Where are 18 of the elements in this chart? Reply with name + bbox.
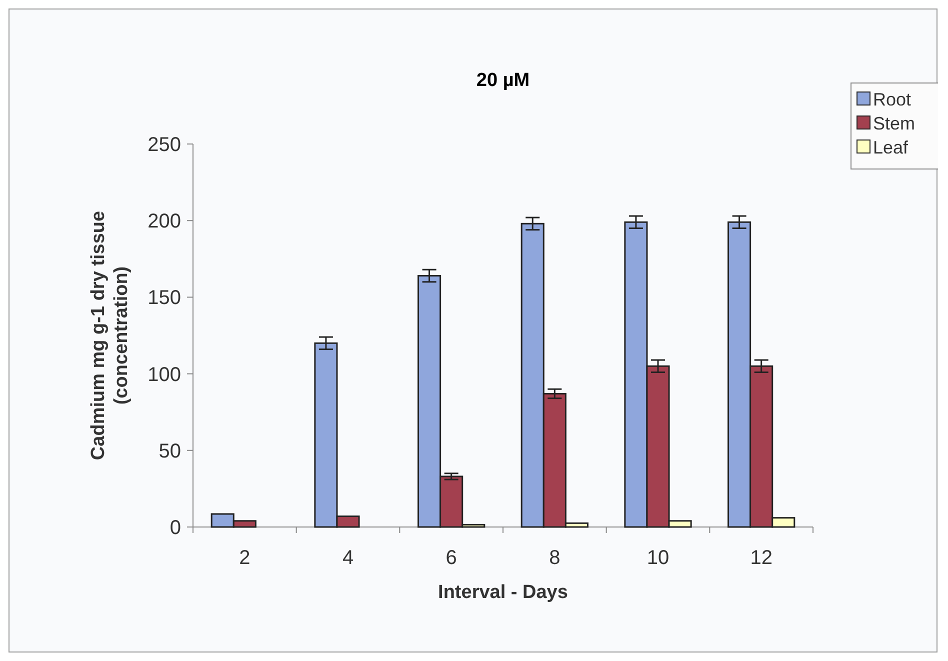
x-tick-label: 8	[549, 547, 560, 569]
y-tick-label: 50	[158, 440, 181, 462]
x-tick-label: 12	[750, 547, 772, 569]
chart-title: 20 µM	[476, 70, 530, 91]
x-tick-label: 2	[239, 547, 250, 569]
x-tick-label: 6	[446, 547, 457, 569]
legend-label: Stem	[873, 113, 916, 134]
y-tick-label: 100	[148, 364, 181, 386]
x-tick-label: 4	[342, 547, 354, 569]
x-axis-title: Interval - Days	[438, 582, 568, 603]
y-tick-label: 250	[148, 134, 181, 156]
x-tick-label: 10	[646, 547, 670, 569]
y-tick-label: 150	[148, 287, 181, 310]
y-tick-label: 200	[148, 210, 181, 233]
legend-label: Leaf	[873, 137, 910, 158]
legend-label: Root	[873, 89, 912, 110]
y-axis-title: Cadmium mg g-1 dry tissue (concentration)	[88, 210, 132, 460]
y-tick-label: 0	[170, 517, 181, 539]
